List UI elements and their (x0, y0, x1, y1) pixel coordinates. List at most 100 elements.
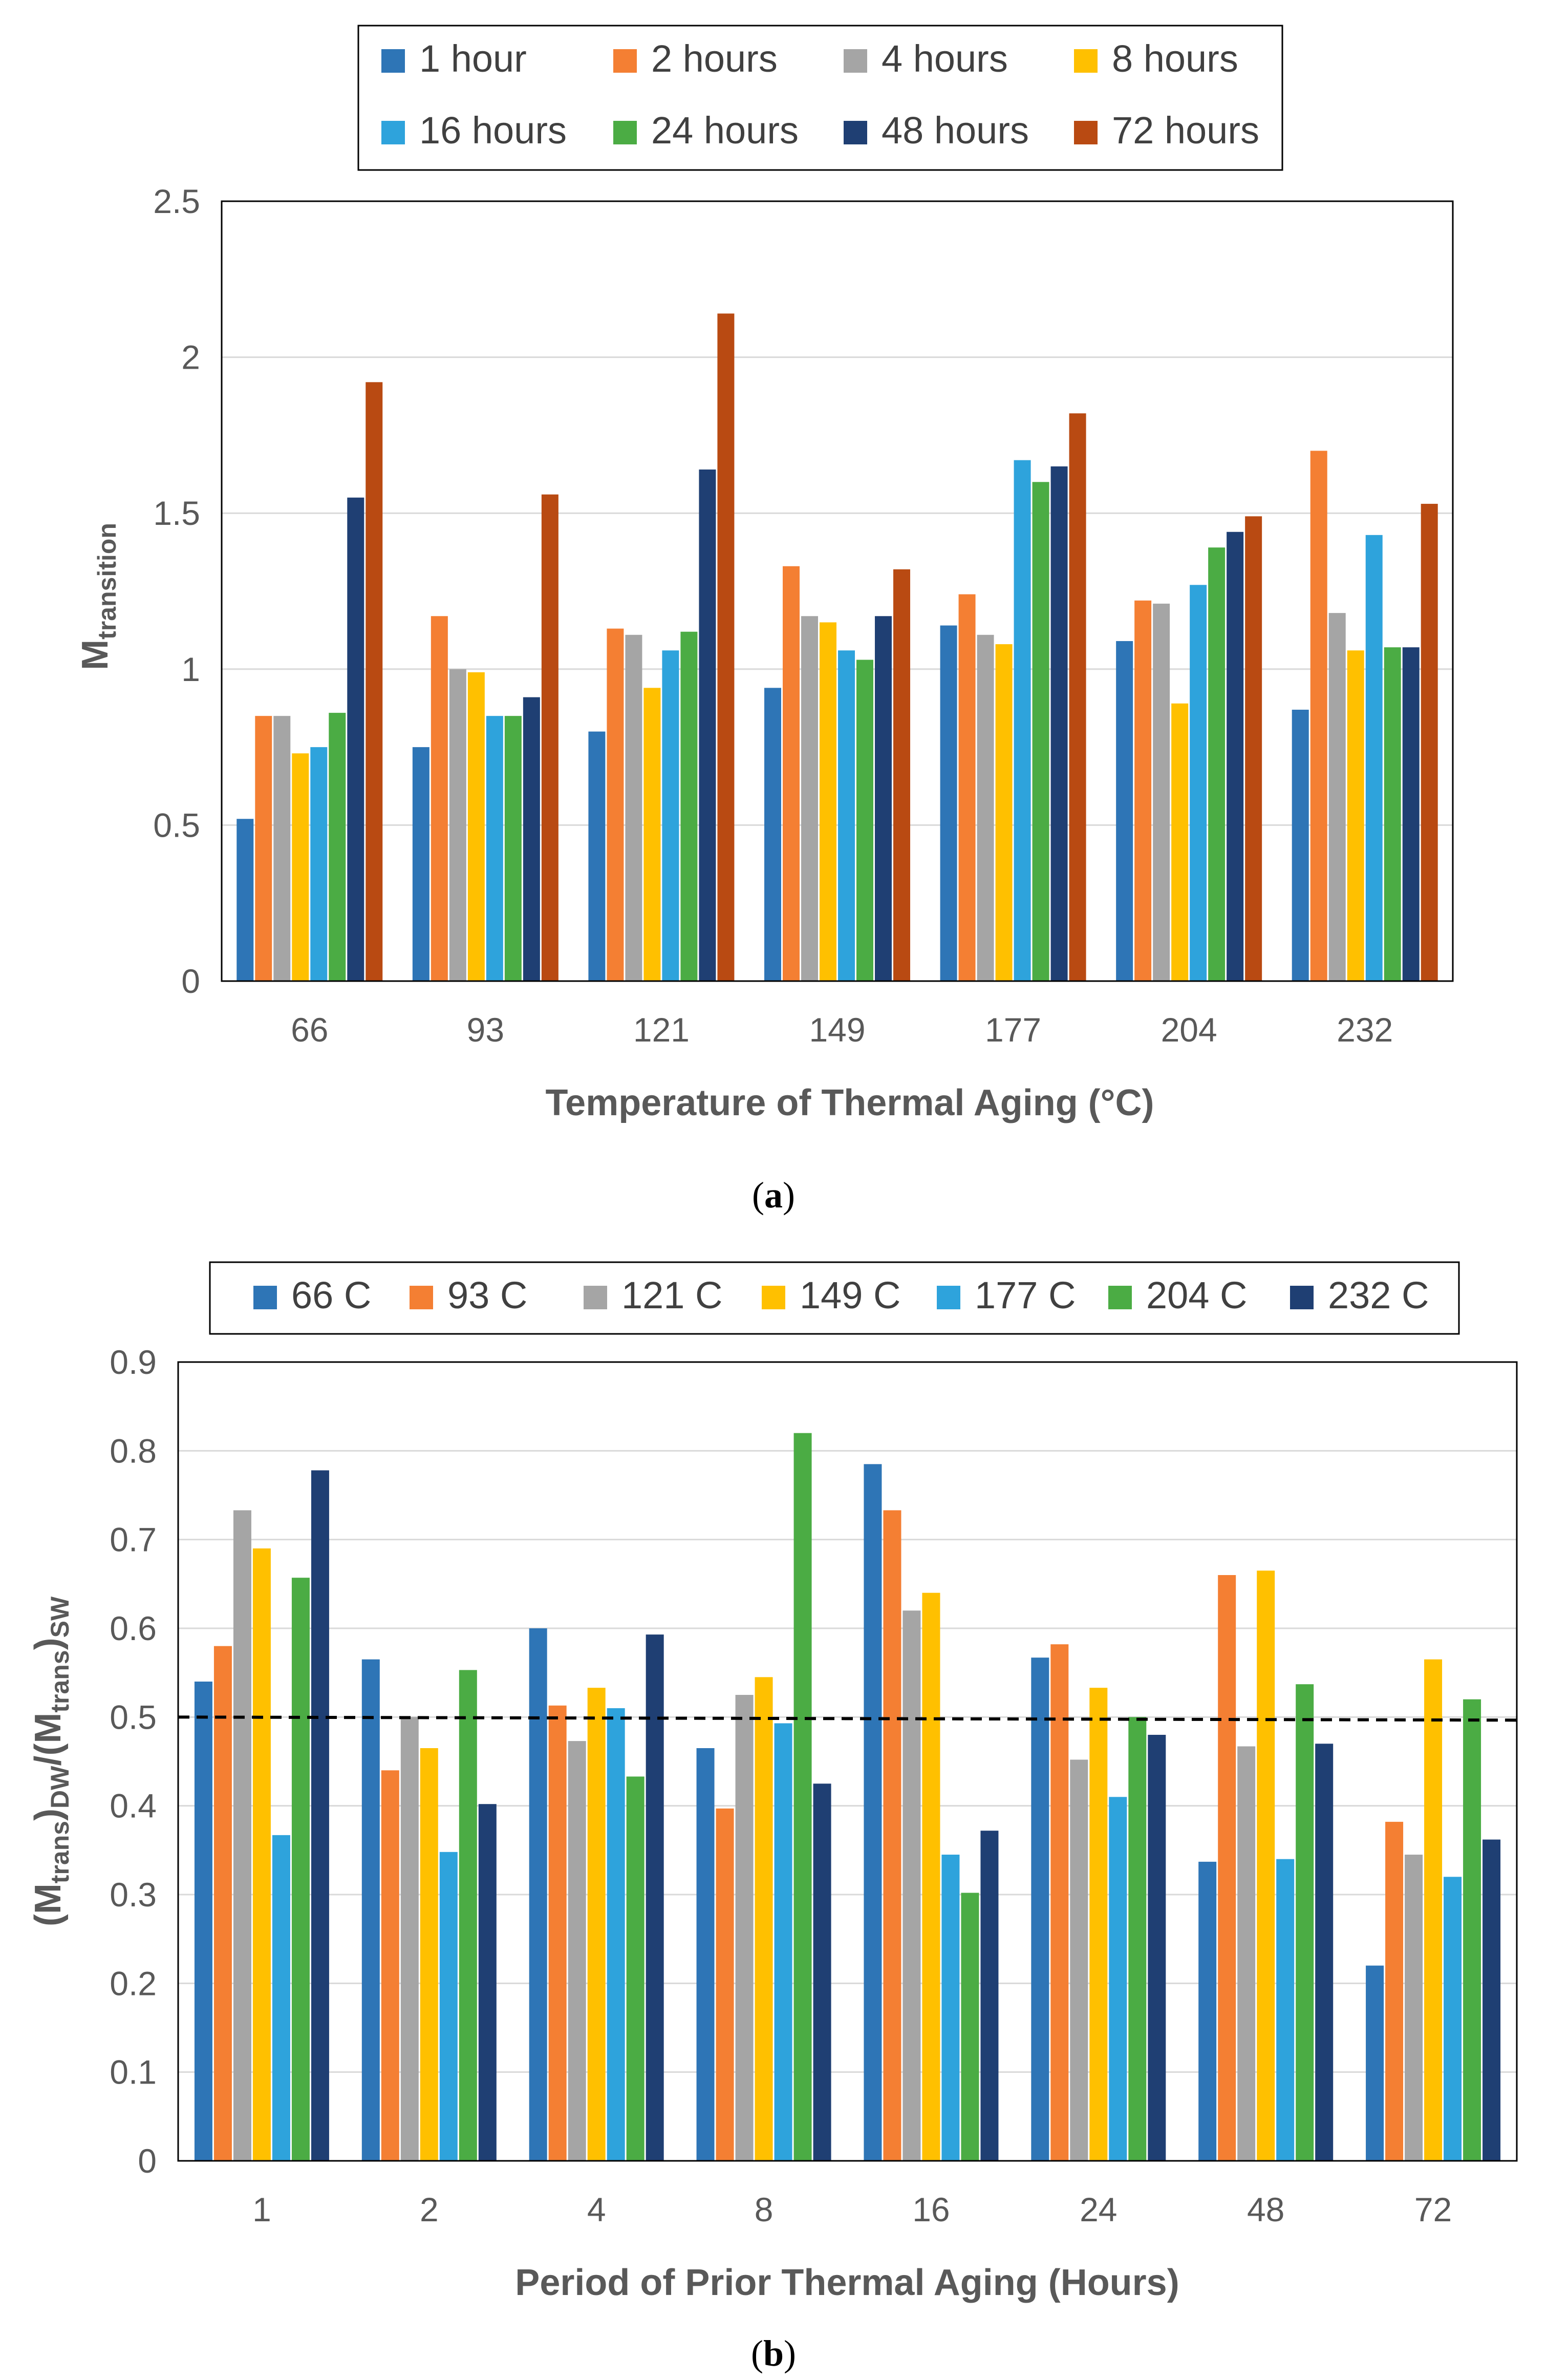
b-bar (213, 1646, 232, 2161)
b-bar (1366, 1965, 1384, 2161)
b-bar (941, 1855, 960, 2161)
a-x-tick-labels: 66 93 121 149 177 204 232 (291, 1011, 1393, 1049)
b-bar (233, 1510, 251, 2161)
a-legend-swatch (1074, 49, 1098, 73)
panel-b-chart: 00.10.20.30.40.50.60.70.80.9 1 2 4 8 16 24 48 7… (28, 1261, 1518, 2374)
b-x-tick-label: 2 (420, 2191, 439, 2228)
a-bar (1347, 650, 1364, 981)
a-bar (680, 631, 698, 981)
b-bar (903, 1610, 921, 2161)
b-bar (1276, 1859, 1295, 2161)
b-y-title-part: trans (46, 1650, 74, 1712)
b-y-tick-label: 0.3 (110, 1876, 157, 1914)
b-legend-label: 204 C (1146, 1274, 1247, 1316)
b-legend: 66 C 93 C 121 C 149 C 177 C 204 C 232 C (209, 1261, 1460, 1335)
b-bar (1385, 1821, 1404, 2161)
b-bar (922, 1592, 940, 2161)
a-bar (1365, 535, 1383, 981)
a-bar (504, 716, 522, 981)
a-x-tick-label: 204 (1161, 1011, 1217, 1049)
a-legend-label: 72 hours (1112, 109, 1259, 152)
a-x-tick-label: 66 (291, 1011, 328, 1049)
b-bar (696, 1748, 715, 2161)
b-y-tick-label: 0.1 (110, 2053, 157, 2091)
b-bar (1424, 1659, 1443, 2161)
b-bar (755, 1677, 773, 2161)
a-bar (431, 616, 448, 981)
a-bar (1069, 413, 1086, 981)
b-y-title-part: (M (28, 1883, 69, 1926)
b-bar (568, 1741, 586, 2161)
b-bar (1463, 1699, 1481, 2161)
a-bar (329, 713, 346, 981)
a-bar (541, 494, 558, 981)
b-y-title-part: trans (46, 1821, 74, 1883)
b-y-title-part: DW (46, 1766, 74, 1809)
a-bar (523, 697, 540, 981)
a-legend-label: 4 hours (882, 37, 1008, 80)
b-bar (1296, 1684, 1314, 2161)
a-bar (467, 672, 485, 981)
b-y-tick-labels: 0 0.1 0.2 0.3 0.4 0.5 0.6 0.7 0.8 0.9 (110, 1343, 157, 2180)
b-bar (626, 1776, 644, 2161)
a-x-tick-label: 232 (1337, 1011, 1393, 1049)
b-bar (361, 1659, 380, 2161)
b-x-tick-label: 4 (587, 2191, 606, 2228)
b-x-tick-label: 1 (252, 2191, 271, 2228)
a-bar (588, 731, 606, 981)
a-bar (893, 569, 910, 981)
b-bar (961, 1893, 979, 2161)
a-y-tick-labels: 0 0.5 1 1.5 2 2.5 (153, 182, 200, 1000)
a-bar (273, 716, 291, 981)
a-x-tick-label: 177 (985, 1011, 1041, 1049)
a-bar (237, 819, 254, 981)
b-plot-frame (177, 1361, 1518, 2162)
a-plot-frame (221, 200, 1454, 982)
b-legend-label: 149 C (800, 1274, 900, 1316)
a-bar (977, 634, 994, 981)
panel-a-chart: 0 0.5 1 1.5 2 2.5 66 93 121 149 177 204 232 Tempera… (75, 25, 1454, 1216)
a-caption-letter: a (764, 1175, 783, 1216)
a-bar (255, 716, 272, 981)
b-bar (478, 1804, 497, 2161)
a-bar (1153, 603, 1170, 981)
a-legend-swatch (613, 121, 637, 144)
b-x-tick-labels: 1 2 4 8 16 24 48 72 (252, 2191, 1452, 2228)
b-bar (607, 1708, 625, 2161)
b-bar (774, 1723, 792, 2161)
b-bar (1218, 1575, 1236, 2161)
b-y-title-part: ) (28, 1809, 69, 1821)
a-y-axis-title: Mtransition (75, 523, 121, 670)
a-y-axis-title-main: M (75, 640, 116, 670)
a-bar (875, 616, 892, 981)
a-legend-label: 24 hours (651, 109, 799, 152)
a-caption-close: ) (783, 1175, 795, 1216)
b-bar (439, 1852, 458, 2161)
a-legend-swatch (844, 121, 867, 144)
a-legend-label: 16 hours (419, 109, 567, 152)
b-bar (272, 1835, 290, 2161)
b-bar (381, 1770, 399, 2161)
a-bar (1402, 647, 1420, 981)
a-bar (1245, 516, 1262, 981)
a-legend: 1 hour 2 hours 4 hours 8 hours 16 hours 24 ho… (357, 25, 1283, 171)
b-caption-open: ( (751, 2333, 763, 2374)
b-caption: (b) (751, 2333, 796, 2374)
b-bar (793, 1433, 812, 2161)
a-bar (699, 469, 716, 981)
a-bar (1014, 460, 1031, 981)
b-bar (400, 1717, 419, 2161)
a-y-tick-label: 1.5 (153, 494, 200, 532)
b-bar (1148, 1735, 1166, 2161)
b-bar (980, 1831, 999, 2161)
a-bar (486, 716, 503, 981)
a-bar (801, 616, 818, 981)
b-y-tick-label: 0.5 (110, 1698, 157, 1736)
a-bar (717, 313, 735, 981)
a-legend-label: 8 hours (1112, 37, 1238, 80)
a-bar (1050, 466, 1068, 981)
a-y-tick-label: 2.5 (153, 182, 200, 220)
b-bar (646, 1634, 664, 2161)
b-y-title-part: SW (46, 1596, 74, 1638)
b-y-tick-label: 0 (138, 2142, 157, 2180)
